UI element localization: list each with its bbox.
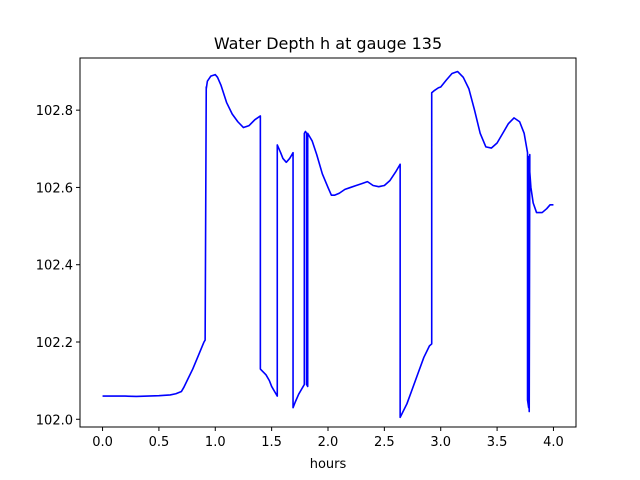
x-tick-label: 1.0 (205, 435, 226, 450)
x-tick-label: 1.5 (261, 435, 282, 450)
y-tick-label: 102.0 (36, 413, 73, 428)
x-axis: 0.0 0.5 1.0 1.5 2.0 2.5 3.0 3.5 4.0 (92, 427, 564, 450)
series-line-0 (102, 70, 554, 419)
x-tick-label: 0.0 (92, 435, 113, 450)
plot-area (102, 70, 554, 419)
x-tick-label: 0.5 (149, 435, 170, 450)
x-tick-label: 3.0 (430, 435, 451, 450)
y-tick-label: 102.8 (36, 104, 73, 119)
x-axis-label: hours (310, 457, 347, 472)
x-tick-label: 2.0 (318, 435, 339, 450)
chart-title: Water Depth h at gauge 135 (214, 34, 442, 53)
axes-frame (79, 57, 577, 428)
x-tick-label: 2.5 (374, 435, 395, 450)
y-tick-label: 102.2 (36, 336, 73, 351)
y-tick-label: 102.6 (36, 181, 73, 196)
x-tick-label: 3.5 (487, 435, 508, 450)
y-axis: 102.0 102.2 102.4 102.6 102.8 (36, 104, 80, 428)
x-tick-label: 4.0 (543, 435, 564, 450)
y-tick-label: 102.4 (36, 259, 73, 274)
